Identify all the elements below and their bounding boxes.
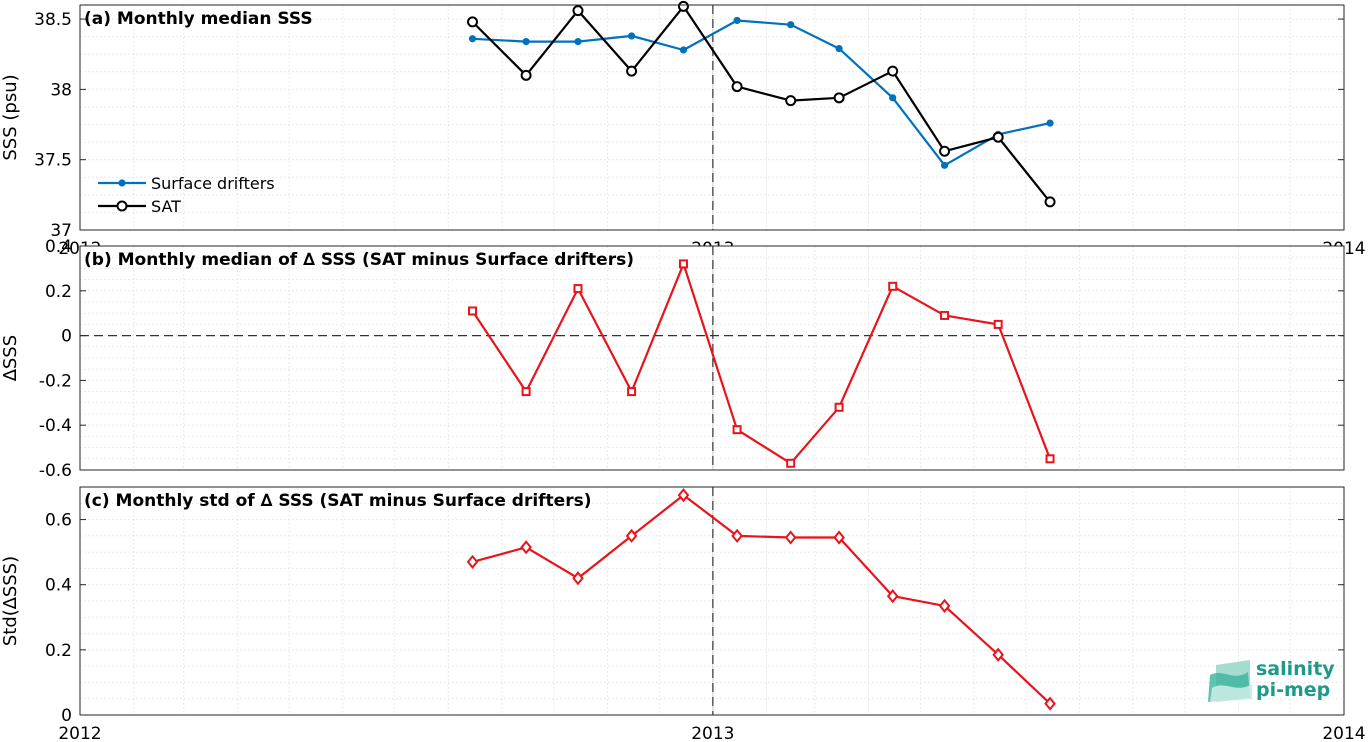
- data-point: [468, 306, 478, 316]
- data-point: [522, 37, 530, 46]
- data-point: [886, 589, 899, 604]
- data-point: [627, 387, 637, 397]
- y-tick-label: 0: [61, 327, 72, 347]
- data-point: [677, 0, 689, 12]
- logo-text-line1: salinity: [1256, 658, 1335, 680]
- data-point: [572, 5, 584, 17]
- panel-b: -0.6 -0.4 -0.2 0 0.2 0.4 (b) Monthly median of…: [0, 237, 1345, 481]
- data-point: [835, 44, 843, 53]
- y-tick-label: 0.6: [45, 511, 72, 531]
- data-point: [466, 554, 479, 569]
- y-tick-label: 0: [61, 706, 72, 726]
- data-point: [572, 571, 584, 586]
- data-point: [833, 92, 845, 104]
- data-point: [678, 259, 688, 269]
- series-line-delta-sss: [472, 494, 1051, 705]
- y-axis-label: Std(∆SSS): [0, 556, 21, 646]
- y-axis-label: ∆SSS: [0, 335, 21, 382]
- plot-area: [80, 5, 1344, 230]
- salinity-pi-mep-logo: salinity pi-mep: [1208, 658, 1335, 702]
- legend-marker: [116, 200, 128, 212]
- data-point: [834, 402, 844, 412]
- data-point: [784, 530, 797, 545]
- logo-text-line2: pi-mep: [1256, 679, 1330, 701]
- data-point: [626, 65, 638, 77]
- y-tick-label: 0.4: [45, 237, 72, 257]
- legend-label: SAT: [151, 197, 181, 216]
- data-point: [574, 37, 582, 46]
- x-tick-label: 2013: [691, 724, 734, 742]
- data-point: [993, 319, 1003, 329]
- data-point: [625, 528, 638, 543]
- data-point: [787, 21, 795, 29]
- y-tick-label: 0.4: [45, 576, 72, 596]
- data-point: [732, 425, 742, 435]
- data-point: [786, 458, 796, 468]
- data-point: [992, 131, 1004, 143]
- data-point: [731, 528, 743, 543]
- y-axis-label: SSS (psu): [0, 74, 21, 160]
- y-tick-label: 0.2: [45, 641, 72, 661]
- data-point: [888, 281, 898, 291]
- axes-frame: [79, 4, 1345, 231]
- y-tick-label: 37.5: [34, 151, 72, 171]
- data-point: [992, 647, 1004, 662]
- data-point: [520, 540, 532, 555]
- data-point: [889, 94, 897, 102]
- data-point: [1046, 119, 1054, 127]
- axes-frame: [79, 486, 1345, 716]
- panel-title: (b) Monthly median of ∆ SSS (SAT minus S…: [84, 250, 634, 270]
- panel-title: (a) Monthly median SSS: [84, 9, 313, 29]
- x-tick-label: 2012: [58, 724, 101, 742]
- data-point: [785, 95, 797, 107]
- data-point: [679, 46, 688, 54]
- y-tick-label: -0.4: [39, 416, 72, 436]
- y-tick-label: 0.2: [45, 282, 72, 302]
- data-point: [940, 161, 949, 169]
- series-line-sat: [471, 5, 1051, 203]
- data-point: [627, 32, 636, 40]
- series-line-delta-sss: [471, 262, 1052, 465]
- data-point: [1044, 196, 1056, 208]
- legend-marker: [118, 179, 126, 187]
- panel-c: 0 0.2 0.4 0.6 2012 2013 2014 (c) Monthly std of…: [0, 486, 1366, 742]
- data-point: [1044, 696, 1056, 711]
- data-point: [887, 65, 899, 77]
- data-point: [467, 16, 479, 28]
- logo-wave-icon: [1208, 660, 1252, 702]
- data-point: [939, 145, 951, 157]
- data-point: [521, 387, 531, 397]
- data-point: [520, 69, 532, 81]
- data-point: [733, 16, 741, 25]
- y-tick-label: -0.2: [39, 371, 72, 391]
- data-point: [938, 598, 951, 613]
- data-point: [940, 310, 950, 320]
- legend: Surface drifters SAT: [98, 174, 275, 216]
- data-point: [677, 488, 690, 503]
- data-point: [468, 35, 477, 43]
- data-point: [833, 530, 845, 545]
- axes-frame: [79, 245, 1345, 471]
- legend-label: Surface drifters: [151, 174, 275, 193]
- data-point: [731, 81, 743, 93]
- series-line-surface-drifters: [472, 19, 1051, 167]
- y-tick-label: 37: [50, 221, 72, 241]
- x-tick-label: 2014: [1322, 724, 1365, 742]
- y-tick-label: -0.6: [39, 461, 72, 481]
- data-point: [1045, 454, 1055, 464]
- y-tick-label: 38: [50, 80, 72, 100]
- data-point: [573, 284, 583, 294]
- panel-title: (c) Monthly std of ∆ SSS (SAT minus Surf…: [84, 491, 591, 511]
- y-tick-label: 38.5: [34, 10, 72, 30]
